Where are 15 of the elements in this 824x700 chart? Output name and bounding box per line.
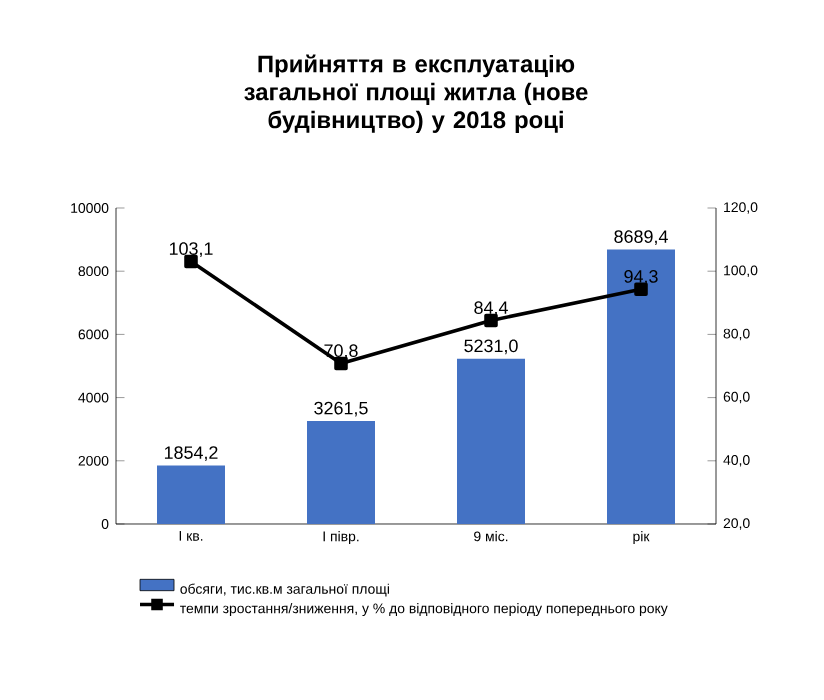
data-label: 94,3 [624, 270, 658, 285]
data-label: 8689,4 [614, 230, 668, 246]
bar [607, 249, 675, 524]
bar [457, 358, 525, 524]
bar [157, 465, 225, 524]
point [484, 313, 498, 328]
point [634, 282, 648, 296]
data-label: 103,1 [169, 242, 213, 258]
data-label: 3261,5 [314, 401, 368, 417]
data-label: 5231,0 [464, 339, 518, 355]
data-label: 84,4 [474, 301, 508, 317]
point [334, 356, 348, 371]
bar [307, 420, 375, 524]
chart-title: Прийняття в експлуатацію загальної площі житла (нове будівництво) у 2018 році [244, 54, 588, 134]
data-label: 1854,2 [164, 446, 218, 462]
